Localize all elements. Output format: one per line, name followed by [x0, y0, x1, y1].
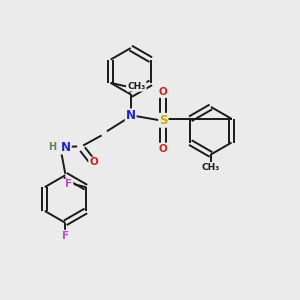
Text: N: N [126, 109, 136, 122]
Text: O: O [159, 143, 168, 154]
Text: O: O [89, 158, 98, 167]
Text: CH₃: CH₃ [128, 82, 146, 91]
Text: F: F [62, 231, 69, 241]
Text: S: S [159, 114, 168, 127]
Text: H: H [48, 142, 56, 152]
Text: O: O [159, 87, 168, 97]
Text: CH₃: CH₃ [202, 163, 220, 172]
Text: N: N [61, 140, 71, 154]
Text: F: F [65, 179, 73, 189]
